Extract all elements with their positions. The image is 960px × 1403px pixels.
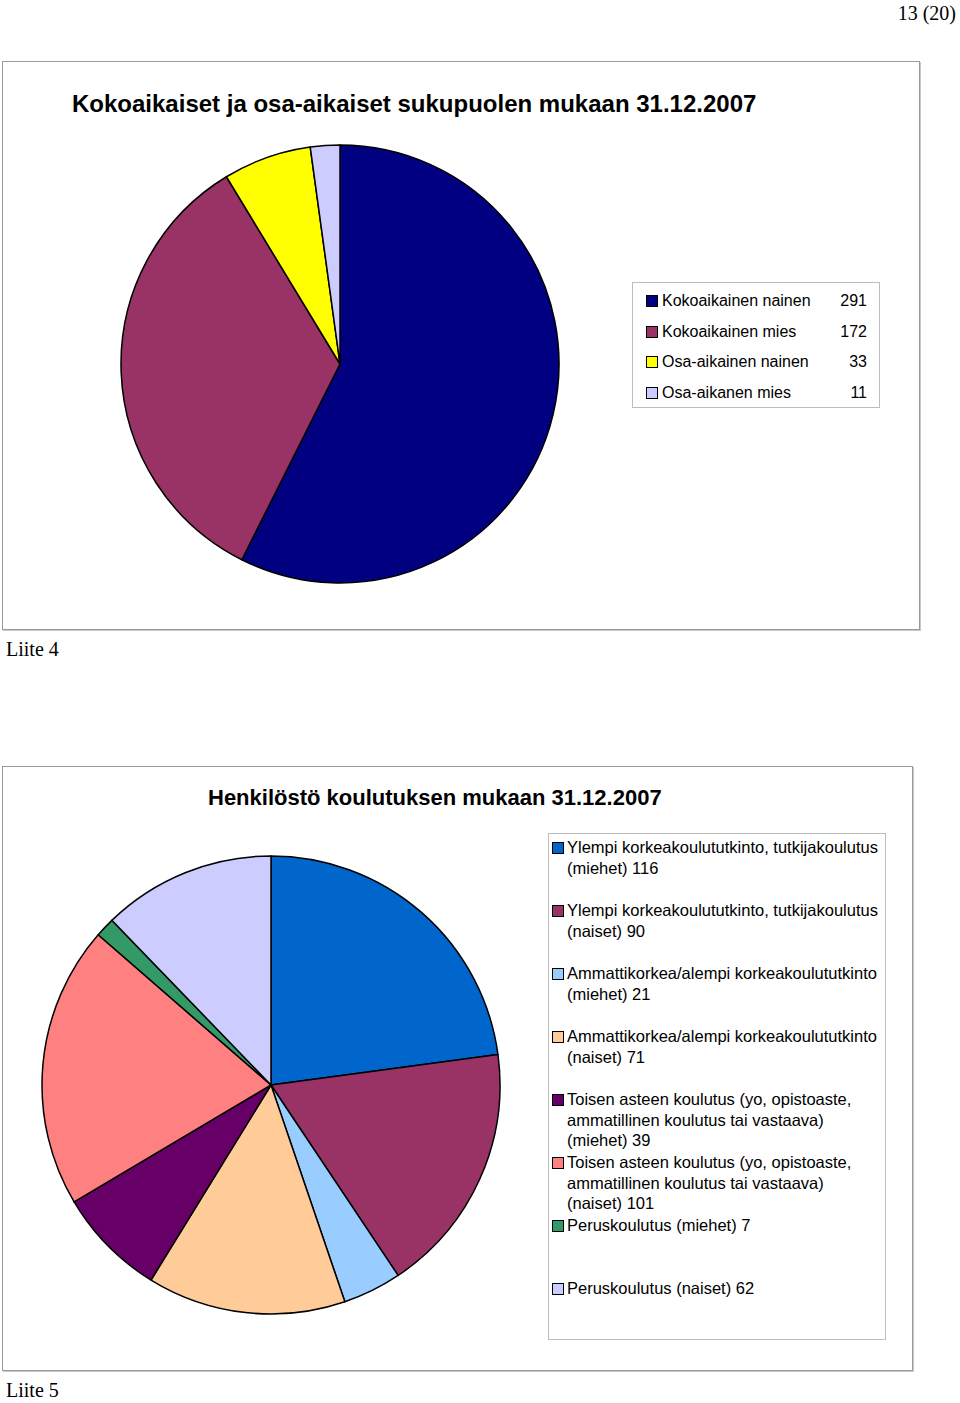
legend-label: Toisen asteen koulutus (yo, opistoaste, … <box>567 1090 851 1149</box>
legend-label: Osa-aikanen mies <box>662 384 791 401</box>
pie-slice <box>112 856 271 1085</box>
legend-label: Ylempi korkeakoulututkinto, tutkijakoulu… <box>567 838 878 877</box>
legend-entry: Kokoaikainen nainen 291 <box>662 292 867 310</box>
legend-value: 291 <box>840 292 867 310</box>
legend-label: Peruskoulutus (miehet) <box>567 1216 737 1234</box>
legend-entry: Peruskoulutus (naiset) 62 <box>567 1278 883 1299</box>
legend-value: 11 <box>850 384 867 402</box>
legend-swatch <box>552 968 564 980</box>
appendix-label-text: Liite 4 <box>6 638 59 660</box>
legend-swatch <box>552 1031 564 1043</box>
legend-entry: Ylempi korkeakoulututkinto, tutkijakoulu… <box>567 900 883 941</box>
legend-entry: Ylempi korkeakoulututkinto, tutkijakoulu… <box>567 837 883 878</box>
legend-label: Toisen asteen koulutus (yo, opistoaste, … <box>567 1153 851 1212</box>
legend-swatch <box>552 905 564 917</box>
legend-swatch <box>646 326 658 338</box>
legend-value: 116 <box>632 859 658 877</box>
legend: Kokoaikainen nainen 291 Kokoaikainen mies 1… <box>632 282 880 408</box>
legend-label: Kokoaikainen nainen <box>662 292 811 309</box>
legend: Ylempi korkeakoulututkinto, tutkijakoulu… <box>548 833 886 1340</box>
chart-title: Kokoaikaiset ja osa-aikaiset sukupuolen … <box>72 90 756 118</box>
legend-label: Ammattikorkea/alempi korkeakoulututkinto… <box>567 964 877 1003</box>
legend-label: Osa-aikainen nainen <box>662 353 809 370</box>
legend-swatch <box>552 1094 564 1106</box>
legend-entry: Osa-aikanen mies 11 <box>662 384 867 402</box>
pie-slice <box>310 145 340 364</box>
legend-entry: Osa-aikainen nainen 33 <box>662 353 867 371</box>
legend-entry: Peruskoulutus (miehet) 7 <box>567 1215 883 1236</box>
chart-title-text: Kokoaikaiset ja osa-aikaiset sukupuolen … <box>72 90 756 117</box>
legend-swatch <box>646 295 658 307</box>
legend-swatch <box>552 1283 564 1295</box>
page-number-text: 13 (20) <box>898 2 956 24</box>
legend-swatch <box>646 387 658 399</box>
legend-label: Kokoaikainen mies <box>662 323 796 340</box>
legend-entry: Kokoaikainen mies 172 <box>662 323 867 341</box>
legend-entry: Toisen asteen koulutus (yo, opistoaste, … <box>567 1152 883 1214</box>
legend-value: 62 <box>736 1279 754 1297</box>
appendix-label: Liite 4 <box>6 638 59 661</box>
appendix-label: Liite 5 <box>6 1379 59 1402</box>
legend-value: 71 <box>627 1048 645 1066</box>
legend-swatch <box>646 356 658 368</box>
legend-swatch <box>552 1157 564 1169</box>
legend-value: 172 <box>840 323 867 341</box>
chart-title: Henkilöstö koulutuksen mukaan 31.12.2007 <box>208 785 662 811</box>
legend-label: Ammattikorkea/alempi korkeakoulututkinto… <box>567 1027 877 1066</box>
legend-swatch <box>552 842 564 854</box>
legend-value: 21 <box>632 985 650 1003</box>
pie-slice <box>271 856 498 1085</box>
legend-value: 33 <box>849 353 867 371</box>
legend-value: 90 <box>627 922 645 940</box>
appendix-label-text: Liite 5 <box>6 1379 59 1401</box>
page-number: 13 (20) <box>898 2 956 25</box>
legend-value: 7 <box>741 1216 750 1234</box>
legend-label: Ylempi korkeakoulututkinto, tutkijakoulu… <box>567 901 878 940</box>
legend-value: 101 <box>627 1194 655 1212</box>
legend-entry: Toisen asteen koulutus (yo, opistoaste, … <box>567 1089 883 1151</box>
legend-swatch <box>552 1220 564 1232</box>
chart-title-text: Henkilöstö koulutuksen mukaan 31.12.2007 <box>208 785 662 810</box>
legend-label: Peruskoulutus (naiset) <box>567 1279 731 1297</box>
legend-entry: Ammattikorkea/alempi korkeakoulututkinto… <box>567 1026 883 1067</box>
legend-entry: Ammattikorkea/alempi korkeakoulututkinto… <box>567 963 883 1004</box>
legend-value: 39 <box>632 1131 650 1149</box>
